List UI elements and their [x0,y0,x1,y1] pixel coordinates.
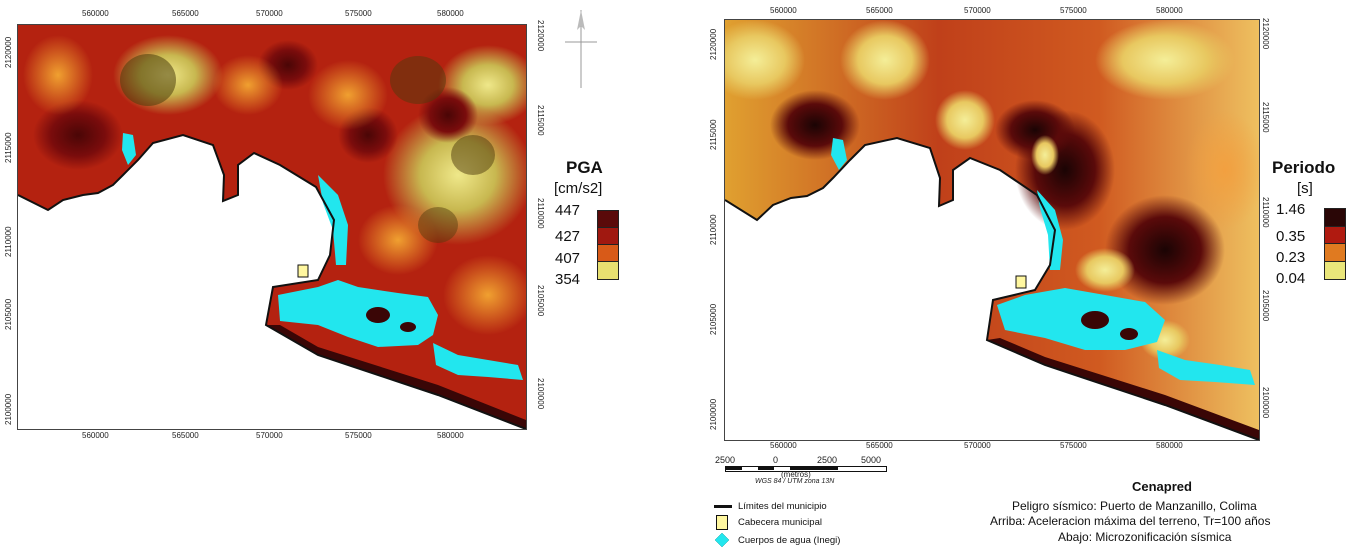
scale-label: 0 [773,455,779,465]
left-y-tick-left: 2120000 [4,36,13,68]
period-legend-title: Periodo [1272,158,1336,177]
period-legend-value: 0.35 [1276,228,1306,245]
left-y-tick-right: 2120000 [536,20,545,52]
left-x-tick-top: 560000 [82,9,109,18]
pga-ramp-swatch [598,245,618,262]
pga-color-ramp [597,210,619,280]
legend-item-label: Cabecera municipal [738,517,822,528]
pga-legend-value: 407 [555,250,581,267]
left-x-tick-bottom: 570000 [256,431,283,440]
right-x-tick-top: 575000 [1060,6,1087,15]
right-y-tick-right: 2115000 [1261,102,1270,133]
right-y-tick-left: 2105000 [709,303,718,335]
left-y-tick-left: 2110000 [4,226,13,257]
credits-line: Arriba: Aceleracion máxima del terreno, … [990,514,1271,528]
scale-bar-graphic [725,466,887,472]
left-x-tick-top: 570000 [256,9,283,18]
north-arrow-icon [565,10,597,88]
period-legend-value: 0.04 [1276,270,1306,287]
right-x-tick-bottom: 580000 [1156,441,1183,450]
map-legend: Límites del municipio Cabecera municipal… [712,498,912,550]
scale-bar: 2500 0 2500 5000 (metros) WGS 84 / UTM z… [715,455,915,495]
period-ramp-swatch [1325,261,1345,279]
right-map-frame [724,19,1260,441]
right-x-tick-bottom: 560000 [770,441,797,450]
period-ramp-swatch [1325,244,1345,262]
credits-title: Cenapred [1132,479,1192,494]
pga-ramp-swatch [598,262,618,279]
period-ramp-swatch [1325,209,1345,227]
left-x-tick-top: 580000 [437,9,464,18]
left-y-tick-left: 2100000 [4,393,13,425]
municipal-seat-icon [716,515,728,530]
left-y-tick-left: 2115000 [4,132,13,163]
period-raster [725,20,1259,440]
right-y-tick-left: 2120000 [709,28,718,60]
right-x-tick-bottom: 565000 [866,441,893,450]
left-y-tick-right: 2110000 [536,198,545,229]
left-y-tick-right: 2100000 [536,378,545,410]
right-y-tick-right: 2110000 [1261,197,1270,228]
right-y-tick-right: 2105000 [1261,290,1270,322]
left-x-tick-bottom: 565000 [172,431,199,440]
right-y-tick-left: 2110000 [709,214,718,245]
scale-unit: (metros) [781,470,811,479]
pga-legend-unit: [cm/s2] [554,180,603,197]
boundary-line-icon [714,505,732,508]
pga-legend-value: 427 [555,228,581,245]
left-y-tick-right: 2115000 [536,105,545,136]
pga-raster [18,25,526,429]
right-x-tick-top: 560000 [770,6,797,15]
left-x-tick-bottom: 580000 [437,431,464,440]
period-legend-value: 1.46 [1276,201,1306,218]
left-y-tick-left: 2105000 [4,298,13,330]
credits-line: Abajo: Microzonificación sísmica [1058,530,1232,544]
right-y-tick-left: 2115000 [709,119,718,150]
left-x-tick-top: 575000 [345,9,372,18]
right-x-tick-top: 565000 [866,6,893,15]
right-y-tick-right: 2120000 [1261,18,1270,50]
pga-legend-title: PGA [566,158,603,177]
legend-item-label: Cuerpos de agua (Inegi) [738,535,841,546]
legend-item-label: Límites del municipio [738,501,827,512]
pga-ramp-swatch [598,228,618,245]
municipal-seat-icon [297,264,309,278]
period-legend-unit: [s] [1297,180,1313,197]
pga-legend-value: 354 [555,271,581,288]
scale-label: 5000 [861,455,882,465]
scale-projection: WGS 84 / UTM zona 13N [755,478,835,485]
right-y-tick-right: 2100000 [1261,387,1270,419]
right-x-tick-top: 570000 [964,6,991,15]
left-map-panel: 560000 565000 570000 575000 580000 56000… [0,0,619,440]
right-map-panel: 560000 565000 570000 575000 580000 56000… [700,0,1356,550]
municipal-seat-icon [1015,275,1027,289]
period-legend-value: 0.23 [1276,249,1306,266]
scale-label: 2500 [817,455,838,465]
right-x-tick-bottom: 570000 [964,441,991,450]
left-x-tick-bottom: 560000 [82,431,109,440]
water-body-icon [714,532,730,548]
scale-label: 2500 [715,455,736,465]
right-x-tick-bottom: 575000 [1060,441,1087,450]
left-map-frame [17,24,527,430]
left-x-tick-bottom: 575000 [345,431,372,440]
pga-ramp-swatch [598,211,618,228]
right-x-tick-top: 580000 [1156,6,1183,15]
pga-legend-value: 447 [555,202,581,219]
left-x-tick-top: 565000 [172,9,199,18]
period-ramp-swatch [1325,226,1345,244]
period-color-ramp [1324,208,1346,280]
left-y-tick-right: 2105000 [536,285,545,317]
credits-line: Peligro sísmico: Puerto de Manzanillo, C… [1012,499,1257,513]
right-y-tick-left: 2100000 [709,398,718,430]
